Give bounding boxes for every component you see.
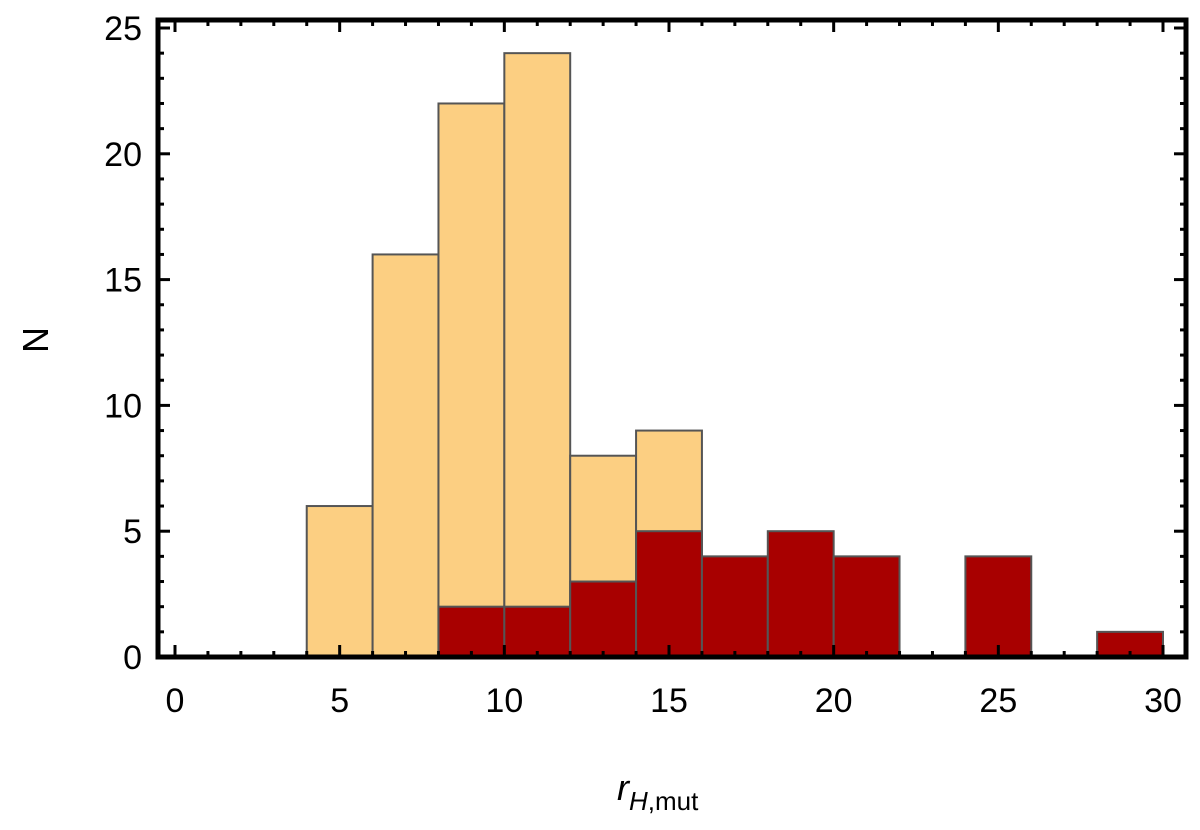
y-tick-label: 10: [104, 387, 142, 425]
y-axis-label: N: [15, 327, 56, 353]
histogram-bar-series2-6: [766, 530, 835, 659]
x-axis-label-main: r: [617, 767, 631, 808]
x-tick-label: 15: [650, 682, 688, 720]
histogram-bar-series2-5: [700, 555, 769, 658]
y-tick-labels: 0 5 10 15 20 25: [104, 10, 142, 677]
histogram-bar-series2-2: [503, 605, 572, 658]
x-axis-label: rH,mut: [617, 767, 699, 816]
histogram-bar-series2-1: [437, 605, 506, 658]
y-tick-label: 15: [104, 262, 142, 300]
x-tick-label: 0: [166, 682, 185, 720]
x-tick-label: 10: [485, 682, 523, 720]
y-tick-label: 0: [123, 639, 142, 677]
x-tick-label: 25: [979, 682, 1017, 720]
histogram-bar-series1-1: [305, 505, 374, 659]
x-tick-labels: 0 5 10 15 20 25 30: [166, 682, 1182, 720]
histogram-bar-series2-3: [569, 580, 638, 659]
histogram-bar-series1-3: [437, 102, 506, 659]
y-tick-label: 5: [123, 513, 142, 551]
histogram-bar-series1-2: [371, 253, 440, 658]
plot-frame: [155, 17, 1189, 660]
y-tick-label: 25: [104, 10, 142, 48]
histogram-bar-series2-7: [832, 555, 901, 658]
x-axis-label-sub-italic: H: [629, 786, 648, 816]
bars-layer: [305, 52, 1164, 659]
histogram-bar-series2-4: [635, 530, 703, 659]
y-tick-label: 20: [104, 136, 142, 174]
x-tick-label: 20: [815, 682, 853, 720]
x-tick-label: 30: [1144, 682, 1182, 720]
histogram-bar-series2-8: [964, 555, 1033, 658]
x-axis-label-sub-rest: ,mut: [648, 786, 699, 816]
x-tick-label: 5: [330, 682, 349, 720]
histogram-bar-series1-4: [503, 52, 572, 659]
